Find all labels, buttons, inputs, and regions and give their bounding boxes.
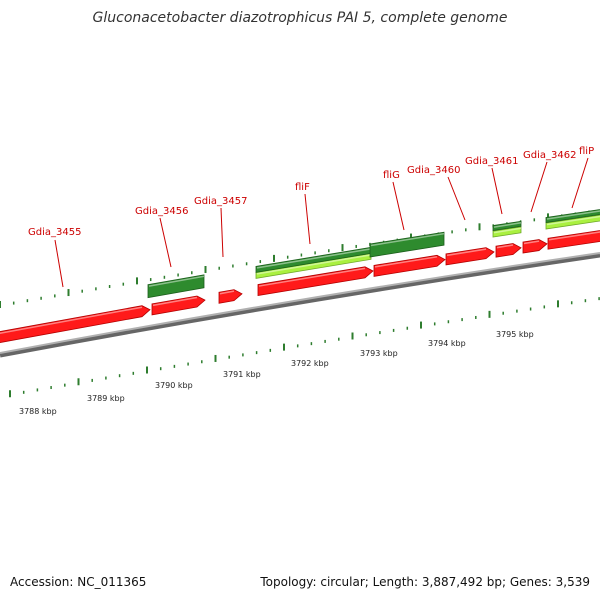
gene-flif-shine (258, 267, 366, 287)
gene-label-gdia-3456[interactable]: Gdia_3456 (135, 206, 188, 217)
feature-green-3461-shine (493, 222, 522, 228)
feature-green-flip (545, 209, 600, 223)
feature-green-3456-shine (148, 275, 205, 287)
gene-label-gdia-3457[interactable]: Gdia_3457 (194, 196, 247, 207)
label-leader-line (530, 161, 548, 213)
kbp-label: 3792 kbp (291, 359, 329, 368)
label-leader-line (220, 207, 224, 258)
map-title: Gluconacetobacter diazotrophicus PAI 5, … (92, 10, 508, 26)
kbp-scale-labels: 3788 kbp 3789 kbp 3790 kbp 3791 kbp 3792… (19, 330, 534, 416)
gene-gdia-3460-shine (446, 248, 487, 257)
kbp-label: 3788 kbp (19, 407, 57, 416)
label-leaders (54, 157, 589, 288)
backbone-line (0, 252, 600, 358)
feature-track (0, 209, 600, 343)
gene-gdia-3456 (151, 295, 206, 316)
feature-lime-flif-shine (256, 254, 372, 275)
kbp-label: 3794 kbp (428, 339, 466, 348)
gene-gdia-3461-shine (496, 244, 514, 249)
label-leader-line (447, 176, 466, 221)
gene-label-flig[interactable]: fliG (383, 170, 400, 181)
gene-gdia-3457-shine (219, 290, 235, 295)
feature-lime-flip (545, 214, 600, 230)
label-leader-line (571, 157, 589, 209)
feature-lime-3461-shine (493, 227, 522, 234)
feature-green-flig-shine (370, 232, 445, 247)
gene-gdia-3462 (522, 239, 548, 254)
gene-flig (373, 254, 446, 277)
gene-gdia-3455 (0, 305, 151, 343)
kbp-label: 3795 kbp (496, 330, 534, 339)
gene-label-gdia-3461[interactable]: Gdia_3461 (465, 156, 518, 167)
genome-backbone (0, 252, 600, 358)
accession-text: Accession: NC_011365 (10, 575, 147, 589)
kbp-label: 3790 kbp (155, 381, 193, 390)
kbp-label: 3789 kbp (87, 394, 125, 403)
feature-green-3456 (147, 274, 205, 299)
gene-gdia-3462-shine (523, 240, 540, 245)
gene-gdia-3461 (495, 243, 522, 258)
feature-green-3461 (492, 220, 522, 232)
label-leader-line (159, 217, 172, 268)
gene-label-flif[interactable]: fliF (295, 182, 310, 193)
feature-green-flif-shine (256, 248, 372, 269)
gene-flif (257, 266, 374, 297)
feature-lime-3461 (492, 226, 522, 238)
gene-label-gdia-3460[interactable]: Gdia_3460 (407, 165, 460, 176)
label-leader-line (304, 193, 311, 245)
gene-gdia-3455-shine (0, 306, 143, 334)
label-leader-line (54, 239, 64, 288)
label-leader-line (491, 167, 503, 215)
gene-flip (547, 230, 600, 250)
kbp-label: 3791 kbp (223, 370, 261, 379)
gene-labels: Gdia_3455 Gdia_3456 Gdia_3457 fliF fliG … (28, 146, 594, 238)
gene-label-gdia-3455[interactable]: Gdia_3455 (28, 227, 81, 238)
tick-track-upper (0, 210, 590, 308)
gene-label-gdia-3462[interactable]: Gdia_3462 (523, 150, 576, 161)
tick-track-lower (9, 297, 600, 398)
gene-label-flip[interactable]: fliP (579, 146, 594, 157)
feature-green-flig (369, 231, 445, 258)
label-leader-line (392, 181, 405, 231)
genome-summary-text: Topology: circular; Length: 3,887,492 bp… (260, 575, 590, 589)
gene-gdia-3456-shine (152, 296, 198, 307)
backbone-highlight (0, 252, 600, 354)
kbp-label: 3793 kbp (360, 349, 398, 358)
gene-gdia-3457 (218, 289, 243, 304)
gene-gdia-3460 (445, 247, 495, 266)
gene-flig-shine (374, 256, 438, 268)
